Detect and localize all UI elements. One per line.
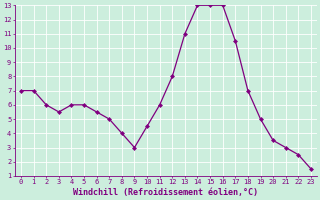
X-axis label: Windchill (Refroidissement éolien,°C): Windchill (Refroidissement éolien,°C) — [74, 188, 259, 197]
